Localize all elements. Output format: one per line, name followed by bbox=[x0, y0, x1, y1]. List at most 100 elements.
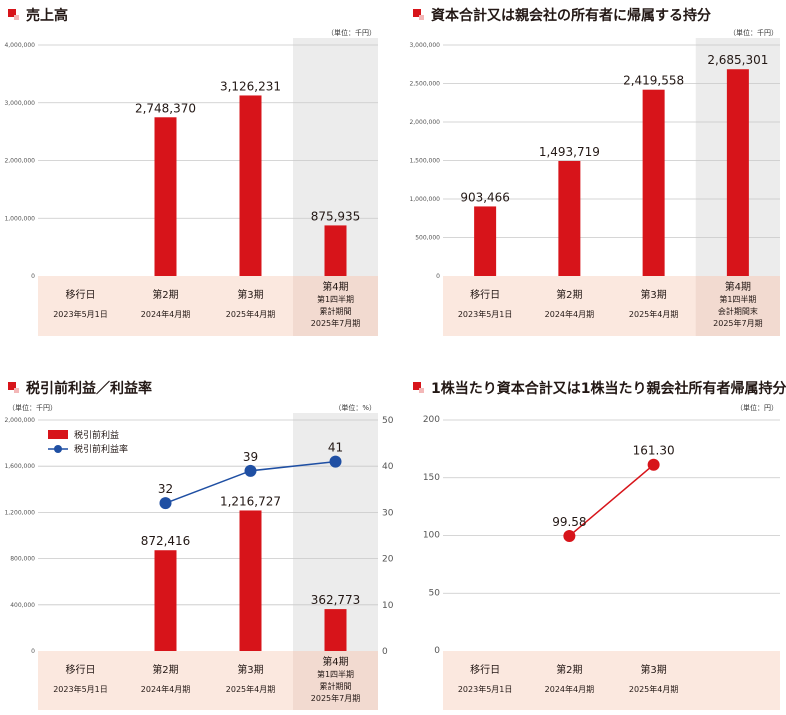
y-tick-label: 500,000 bbox=[415, 235, 440, 242]
category-label: 第3期 bbox=[640, 663, 666, 676]
line-point bbox=[647, 458, 660, 471]
line-series bbox=[568, 464, 655, 537]
unit-label: （単位：千円） bbox=[729, 28, 778, 37]
chart-title: 売上高 bbox=[26, 7, 68, 24]
unit-right-label: （単位：%） bbox=[334, 403, 376, 412]
bar bbox=[239, 95, 262, 276]
category-label: 第3期 bbox=[640, 288, 666, 301]
title-marker-accent-icon bbox=[419, 15, 424, 20]
category-date: 2025年7月期 bbox=[713, 318, 762, 328]
bar-value-label: 1,493,719 bbox=[539, 145, 600, 159]
y-tick-label: 800,000 bbox=[10, 556, 35, 563]
y-tick-label: 1,200,000 bbox=[4, 509, 35, 516]
legend-line-label: 税引前利益率 bbox=[74, 443, 128, 455]
y-tick-label: 50 bbox=[429, 588, 441, 598]
category-label: 第4期 bbox=[322, 280, 348, 293]
chart-title: 資本合計又は親会社の所有者に帰属する持分 bbox=[431, 7, 711, 24]
y2-tick-label: 40 bbox=[382, 462, 394, 472]
y-tick-label: 200 bbox=[423, 415, 440, 425]
y-tick-label: 1,600,000 bbox=[4, 463, 35, 470]
category-date: 2024年4月期 bbox=[545, 309, 594, 319]
bar bbox=[558, 160, 581, 276]
highlight-band bbox=[293, 651, 378, 710]
category-date: 2025年4月期 bbox=[629, 309, 678, 319]
legend-bar-swatch bbox=[48, 430, 68, 439]
line-value-label: 99.58 bbox=[552, 515, 586, 529]
line-point bbox=[159, 497, 172, 510]
highlight-band bbox=[695, 276, 780, 336]
bar bbox=[726, 69, 749, 277]
bar bbox=[324, 609, 347, 651]
bar-value-label: 362,773 bbox=[311, 593, 361, 607]
y-tick-label: 2,000,000 bbox=[409, 119, 440, 126]
category-label: 移行日 bbox=[66, 288, 96, 301]
category-label: 移行日 bbox=[66, 663, 96, 676]
y2-tick-label: 10 bbox=[382, 601, 394, 611]
line-value-label: 32 bbox=[158, 482, 173, 496]
category-label: 第3期 bbox=[237, 663, 263, 676]
category-date: 2024年4月期 bbox=[141, 684, 190, 694]
line-point bbox=[329, 455, 342, 468]
y-tick-label: 400,000 bbox=[10, 602, 35, 609]
category-label: 第2期 bbox=[556, 663, 582, 676]
title-marker-accent-icon bbox=[14, 388, 19, 393]
bar bbox=[154, 550, 177, 651]
category-label: 第2期 bbox=[152, 288, 178, 301]
title-marker-accent-icon bbox=[14, 15, 19, 20]
category-date: 2023年5月1日 bbox=[53, 309, 108, 319]
bar bbox=[642, 89, 665, 276]
category-date: 2025年4月期 bbox=[629, 684, 678, 694]
line-point bbox=[563, 529, 576, 542]
title-marker-accent-icon bbox=[419, 388, 424, 393]
y2-tick-label: 0 bbox=[382, 647, 388, 657]
category-label: 第3期 bbox=[237, 288, 263, 301]
y-tick-label: 3,000,000 bbox=[4, 100, 35, 107]
category-date: 2025年4月期 bbox=[226, 684, 275, 694]
title-marker-icon bbox=[413, 382, 421, 390]
category-sublabel: 累計期間 bbox=[320, 681, 352, 691]
title-marker-icon bbox=[8, 9, 16, 17]
y-tick-label: 150 bbox=[423, 473, 440, 483]
y-tick-label: 0 bbox=[434, 646, 440, 656]
category-label: 移行日 bbox=[470, 663, 500, 676]
category-date: 2024年4月期 bbox=[545, 684, 594, 694]
y-tick-label: 100 bbox=[423, 531, 440, 541]
bar bbox=[154, 117, 177, 276]
category-sublabel: 第1四半期 bbox=[719, 294, 756, 304]
chart-title: 税引前利益／利益率 bbox=[26, 380, 152, 397]
bar-value-label: 3,126,231 bbox=[220, 79, 281, 93]
line-value-label: 39 bbox=[243, 450, 258, 464]
y-tick-label: 4,000,000 bbox=[4, 42, 35, 49]
unit-label: （単位：千円） bbox=[327, 28, 376, 37]
category-label: 第2期 bbox=[556, 288, 582, 301]
chart-title: 1株当たり資本合計又は1株当たり親会社所有者帰属持分 bbox=[431, 380, 786, 397]
bar-value-label: 872,416 bbox=[141, 534, 191, 548]
legend-bar-label: 税引前利益 bbox=[74, 429, 119, 441]
bar-value-label: 903,466 bbox=[460, 190, 510, 204]
category-date: 2024年4月期 bbox=[141, 309, 190, 319]
line-point bbox=[244, 464, 257, 477]
legend-line-marker bbox=[54, 445, 62, 453]
y2-tick-label: 30 bbox=[382, 508, 394, 518]
unit-left-label: （単位：千円） bbox=[8, 403, 57, 412]
y-tick-label: 0 bbox=[31, 648, 35, 655]
bar-value-label: 1,216,727 bbox=[220, 494, 281, 508]
category-date: 2025年7月期 bbox=[311, 693, 360, 703]
bar-value-label: 2,419,558 bbox=[623, 74, 684, 88]
highlight-band bbox=[293, 276, 378, 336]
bar-value-label: 875,935 bbox=[311, 209, 361, 223]
bar bbox=[324, 225, 347, 276]
category-sublabel: 累計期間 bbox=[320, 306, 352, 316]
category-label: 第4期 bbox=[322, 655, 348, 668]
y-tick-label: 3,000,000 bbox=[409, 42, 440, 49]
unit-label: （単位：円） bbox=[736, 403, 778, 412]
category-sublabel: 第1四半期 bbox=[317, 294, 354, 304]
category-band bbox=[443, 651, 780, 710]
category-date: 2023年5月1日 bbox=[458, 684, 513, 694]
y-tick-label: 1,000,000 bbox=[4, 215, 35, 222]
category-label: 第4期 bbox=[725, 280, 751, 293]
y-tick-label: 0 bbox=[31, 273, 35, 280]
y-tick-label: 2,000,000 bbox=[4, 158, 35, 165]
category-date: 2025年7月期 bbox=[311, 318, 360, 328]
